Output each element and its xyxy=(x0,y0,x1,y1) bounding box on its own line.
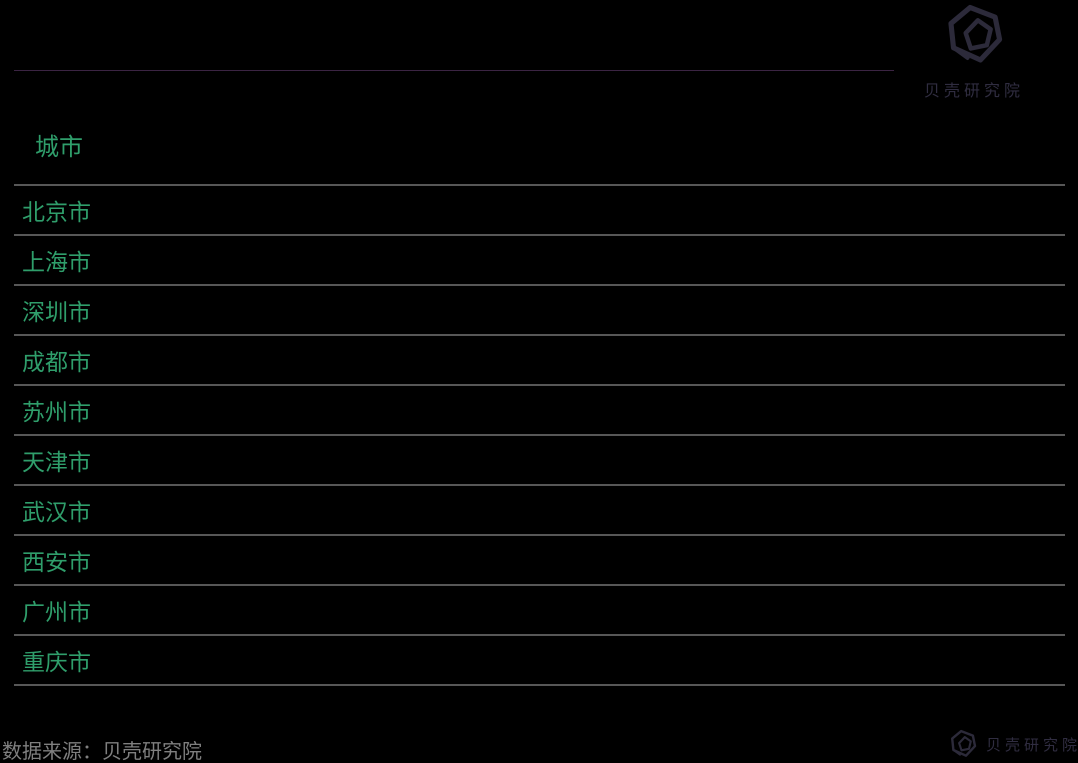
brand-wordmark-bottom: 贝壳研究院 xyxy=(985,736,1078,754)
brand-wordmark-top: 贝壳研究院 xyxy=(923,83,1024,100)
brand-block-bottom: 贝壳研究院 xyxy=(948,729,1078,759)
title-divider-line xyxy=(14,70,894,71)
city-cell: 西安市 xyxy=(22,549,91,575)
city-cell: 成都市 xyxy=(22,349,91,375)
beike-shell-logo-icon xyxy=(948,4,1003,63)
table-body: 北京市 上海市 深圳市 成都市 苏州市 天津市 武汉市 西安市 广州市 重庆市 xyxy=(14,186,1065,686)
table-row: 重庆市 xyxy=(14,636,1065,686)
column-header-city: 城市 xyxy=(35,134,83,161)
table-header-row: 城市 xyxy=(14,70,1065,186)
table-row: 天津市 xyxy=(14,436,1065,486)
table-row: 北京市 xyxy=(14,186,1065,236)
city-cell: 重庆市 xyxy=(22,649,91,675)
city-cell: 深圳市 xyxy=(22,299,91,325)
table-row: 上海市 xyxy=(14,236,1065,286)
city-cell: 天津市 xyxy=(22,449,91,475)
table-row: 成都市 xyxy=(14,336,1065,386)
city-cell: 广州市 xyxy=(22,599,91,625)
data-source-note: 数据来源：贝壳研究院 xyxy=(2,741,202,763)
table-row: 广州市 xyxy=(14,586,1065,636)
city-cell: 武汉市 xyxy=(22,499,91,525)
city-cell: 北京市 xyxy=(22,199,91,225)
table-row: 武汉市 xyxy=(14,486,1065,536)
table-row: 深圳市 xyxy=(14,286,1065,336)
table-row: 西安市 xyxy=(14,536,1065,586)
city-table: 城市 北京市 上海市 深圳市 成都市 苏州市 天津市 武汉市 西安市 广州市 重… xyxy=(14,70,1065,686)
city-cell: 上海市 xyxy=(22,249,91,275)
brand-block-top: 贝壳研究院 xyxy=(910,3,1038,101)
city-cell: 苏州市 xyxy=(22,399,91,425)
table-row: 苏州市 xyxy=(14,386,1065,436)
beike-shell-logo-icon-small xyxy=(950,729,977,757)
